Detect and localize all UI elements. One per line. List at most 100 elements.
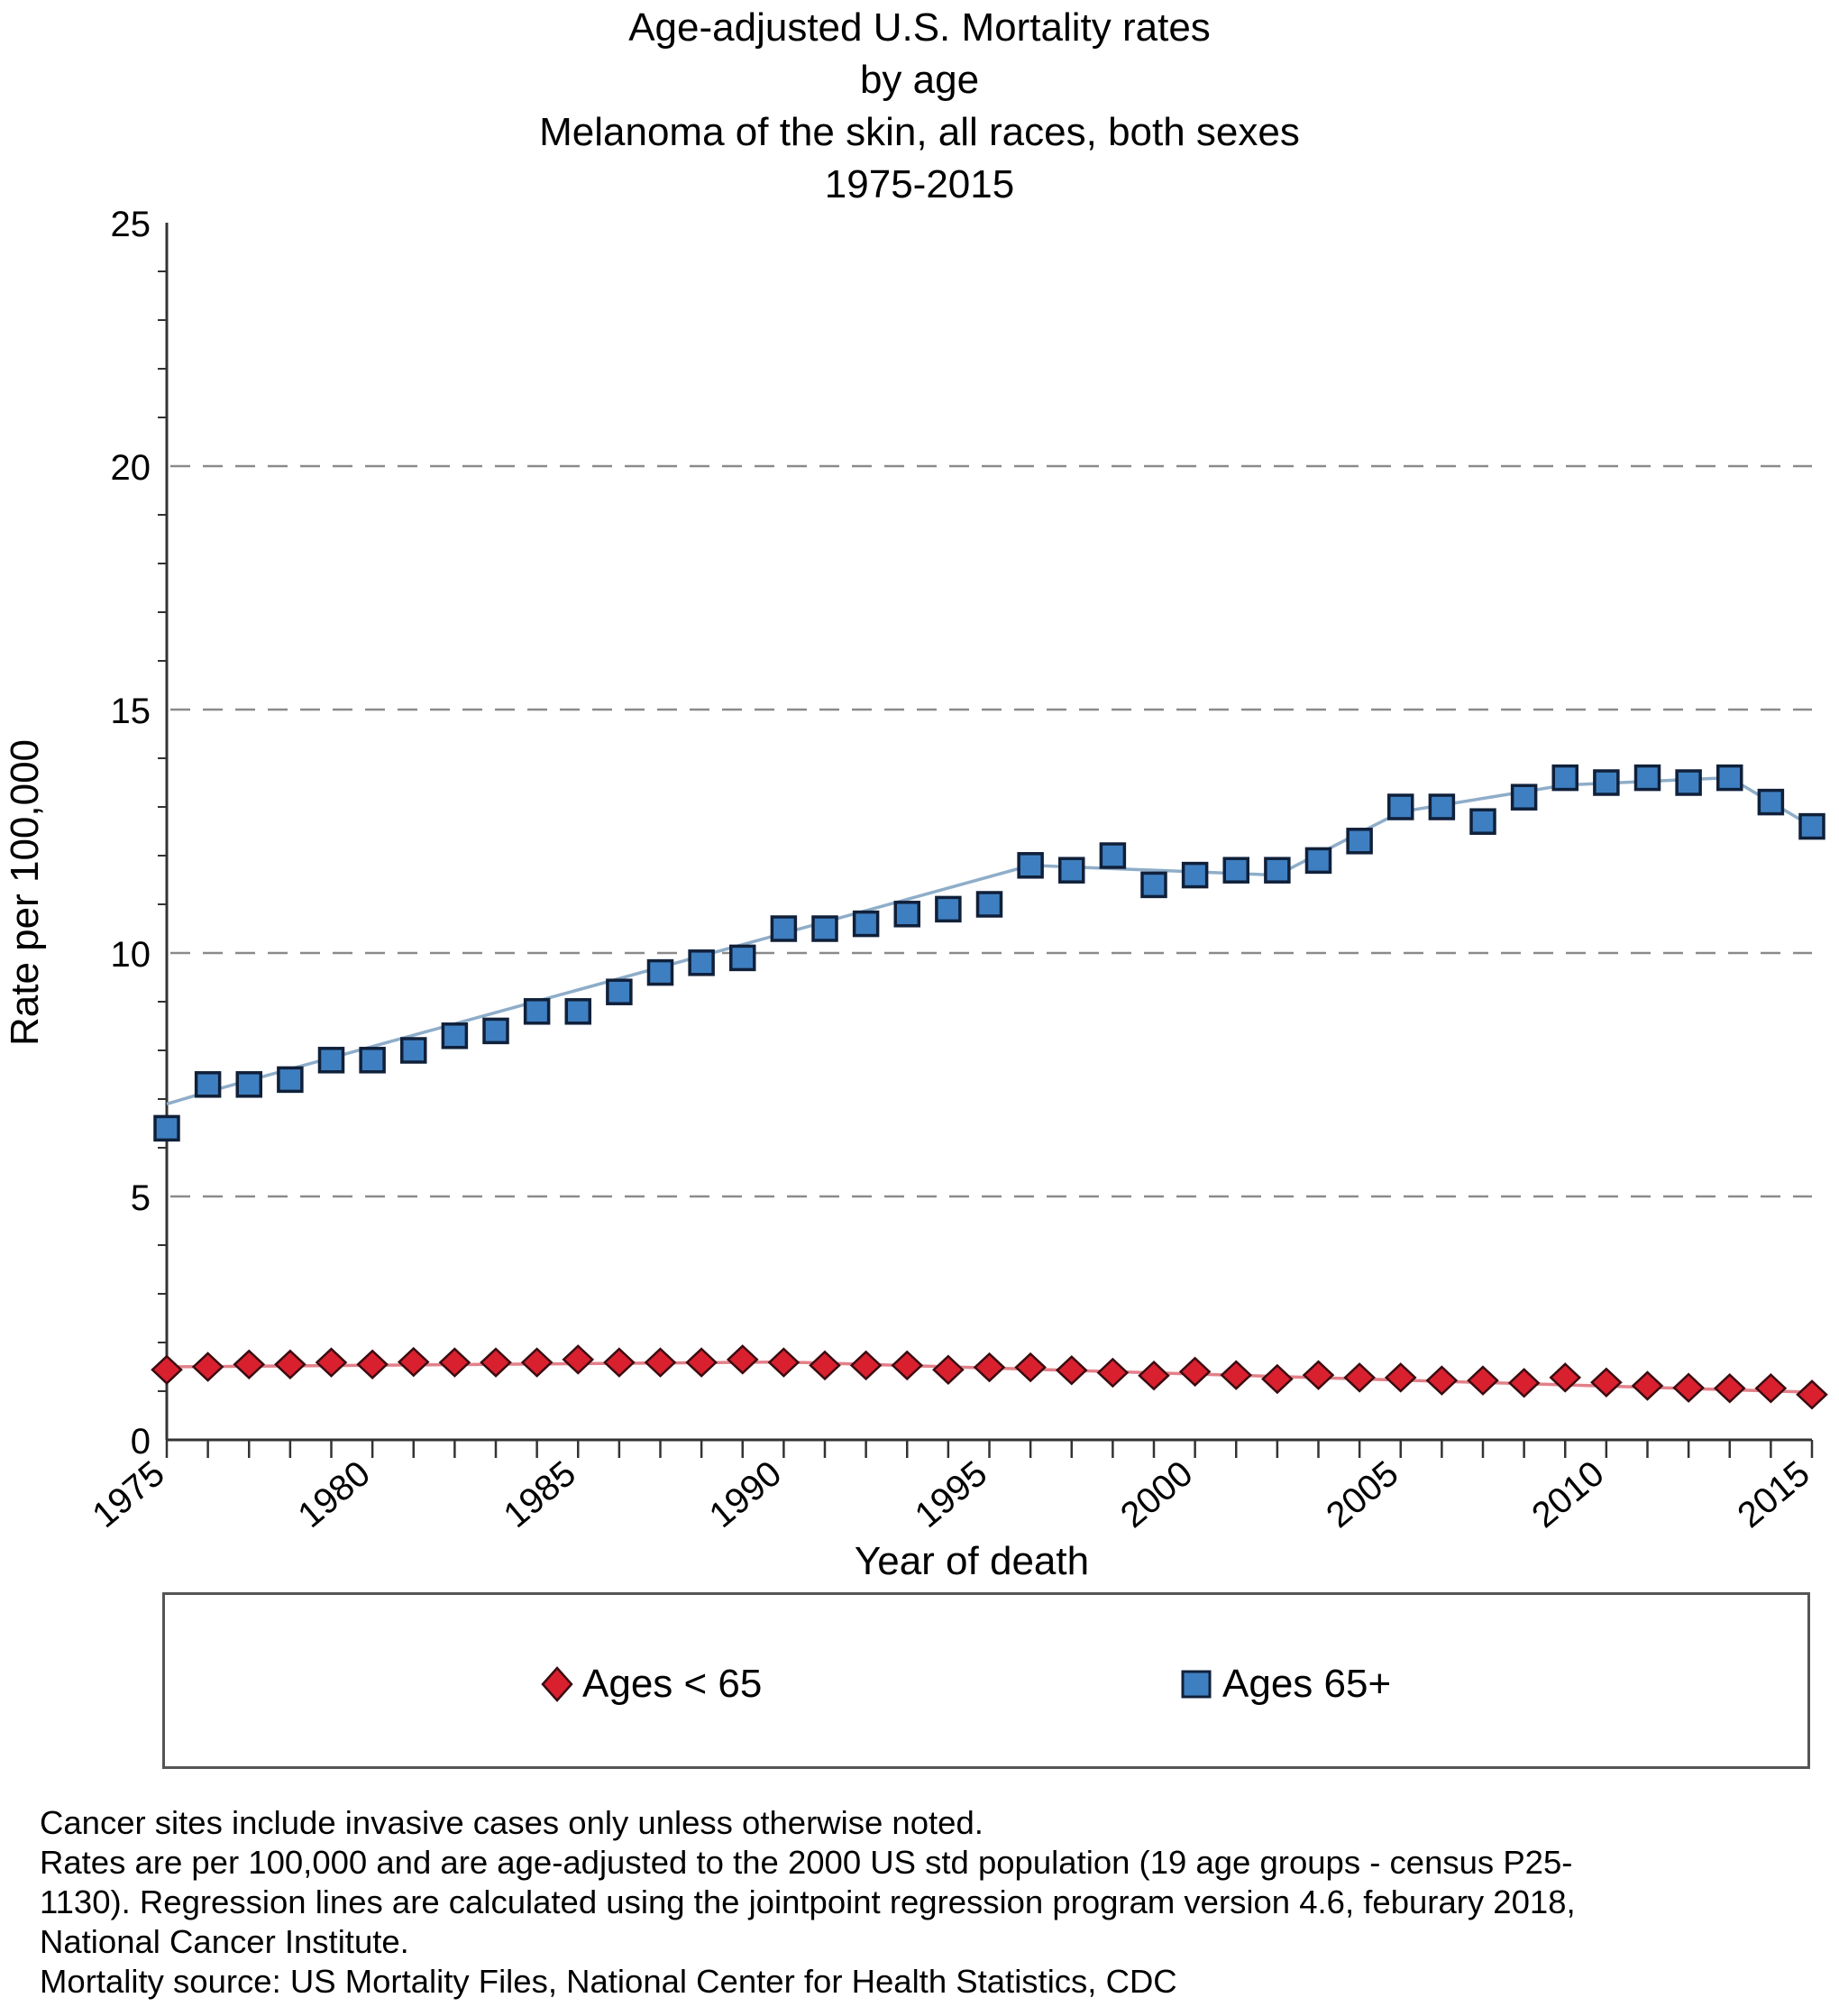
- x-axis: 1975 1980 1985 1990 1995 2000 2005 2010 2015: [85, 1438, 1817, 1535]
- x-tick-label: 1975: [85, 1453, 171, 1535]
- x-tick-label: 1990: [702, 1453, 789, 1535]
- data-point-under-65: [315, 1347, 348, 1378]
- data-point-65-plus: [1593, 769, 1620, 796]
- chart-title: Age-adjusted U.S. Mortality rates by age…: [0, 2, 1839, 211]
- data-point-under-65: [520, 1347, 554, 1378]
- x-tick-label: 2000: [1113, 1453, 1200, 1535]
- data-point-65-plus: [811, 915, 838, 942]
- y-tick-label: 0: [131, 1422, 151, 1462]
- x-tick-label: 2015: [1730, 1453, 1816, 1535]
- data-point-65-plus: [1264, 857, 1291, 884]
- data-point-65-plus: [1633, 764, 1661, 792]
- footnote: Cancer sites include invasive cases only…: [40, 1804, 984, 1841]
- data-point-65-plus: [1222, 857, 1249, 884]
- x-axis-title: Year of death: [855, 1539, 1089, 1583]
- data-point-65-plus: [277, 1066, 304, 1094]
- y-tick-label: 15: [111, 692, 151, 731]
- y-tick-label: 5: [131, 1178, 151, 1218]
- data-point-65-plus: [1387, 793, 1414, 820]
- y-axis: 0 5 10 15 20 25: [111, 205, 169, 1462]
- data-point-under-65: [1754, 1373, 1788, 1404]
- data-point-65-plus: [1017, 852, 1044, 879]
- x-tick-label: 1985: [497, 1453, 583, 1535]
- data-point-under-65: [1343, 1362, 1376, 1393]
- data-point-under-65: [1138, 1361, 1170, 1391]
- data-point-65-plus: [153, 1114, 180, 1142]
- data-point-65-plus: [235, 1071, 262, 1098]
- blue-square-icon: [1181, 1670, 1212, 1699]
- data-point-65-plus: [1099, 842, 1127, 869]
- data-point-65-plus: [194, 1071, 222, 1098]
- data-point-under-65: [438, 1347, 471, 1378]
- footnote: National Cancer Institute.: [40, 1923, 409, 1960]
- red-diamond-icon: [541, 1666, 573, 1702]
- data-point-65-plus: [400, 1037, 427, 1064]
- data-point-65-plus: [606, 978, 633, 1005]
- data-point-65-plus: [852, 910, 880, 938]
- data-point-65-plus: [1469, 808, 1496, 835]
- x-tick-label: 2010: [1524, 1453, 1611, 1535]
- data-point-65-plus: [646, 958, 674, 986]
- data-point-under-65: [1549, 1362, 1582, 1393]
- data-point-under-65: [1384, 1362, 1417, 1393]
- data-point-under-65: [151, 1354, 183, 1385]
- data-point-under-65: [1631, 1370, 1664, 1401]
- data-point-65-plus: [1346, 828, 1373, 855]
- data-point-65-plus: [688, 949, 715, 976]
- data-point-under-65: [233, 1349, 266, 1380]
- data-point-under-65: [1590, 1367, 1623, 1397]
- data-point-under-65: [685, 1347, 718, 1378]
- data-point-under-65: [480, 1347, 512, 1378]
- data-point-under-65: [1507, 1368, 1541, 1398]
- data-point-under-65: [849, 1350, 883, 1381]
- data-point-65-plus: [1510, 783, 1538, 811]
- data-point-under-65: [356, 1349, 389, 1380]
- data-point-under-65: [809, 1350, 841, 1381]
- y-tick-label: 20: [111, 448, 151, 488]
- x-tick-label: 1980: [290, 1453, 377, 1535]
- data-point-under-65: [1467, 1365, 1499, 1396]
- data-point-under-65: [726, 1344, 759, 1375]
- data-point-under-65: [191, 1352, 224, 1382]
- data-point-65-plus: [1551, 764, 1578, 792]
- title-line-2: by age: [859, 58, 980, 102]
- legend-item-ages-under-65[interactable]: Ages < 65: [539, 1662, 762, 1707]
- data-point-under-65: [1713, 1373, 1746, 1404]
- data-point-under-65: [932, 1354, 965, 1385]
- legend-label: Ages 65+: [1222, 1662, 1392, 1706]
- legend-label: Ages < 65: [582, 1662, 763, 1706]
- y-axis-title: Rate per 100,000: [3, 739, 47, 1046]
- line-chart: 0 5 10 15 20 25 1975 1980 1985 1990 1995 2000 2005 2…: [3, 205, 1828, 1583]
- data-point-65-plus: [1181, 861, 1209, 889]
- data-point-65-plus: [893, 901, 920, 928]
- data-point-under-65: [397, 1346, 430, 1378]
- data-point-65-plus: [1716, 764, 1743, 792]
- y-tick-label: 25: [111, 205, 151, 244]
- data-point-65-plus: [975, 891, 1003, 918]
- data-point-under-65: [973, 1352, 1006, 1383]
- data-point-under-65: [1220, 1360, 1253, 1390]
- regression-line-ages-65-: [166, 775, 1813, 1106]
- data-point-65-plus: [523, 998, 551, 1025]
- x-tick-label: 1995: [908, 1453, 994, 1535]
- footnote: 1130). Regression lines are calculated u…: [40, 1883, 1576, 1920]
- title-line-1: Age-adjusted U.S. Mortality rates: [628, 5, 1211, 50]
- data-point-65-plus: [1140, 871, 1167, 899]
- data-point-65-plus: [1675, 769, 1702, 796]
- data-point-65-plus: [441, 1022, 469, 1049]
- data-point-under-65: [1178, 1356, 1212, 1388]
- data-point-65-plus: [729, 944, 756, 972]
- data-point-under-65: [274, 1349, 306, 1380]
- data-point-under-65: [767, 1347, 801, 1378]
- data-markers: [151, 764, 1828, 1410]
- legend-item-ages-65-plus[interactable]: Ages 65+: [1179, 1662, 1391, 1707]
- data-point-under-65: [1302, 1360, 1335, 1390]
- data-point-under-65: [1096, 1357, 1130, 1388]
- x-tick-label: 2005: [1319, 1453, 1405, 1535]
- data-point-65-plus: [482, 1017, 509, 1045]
- data-point-65-plus: [935, 895, 962, 923]
- footnotes: Cancer sites include invasive cases only…: [40, 1803, 1834, 2002]
- data-point-65-plus: [1428, 793, 1456, 820]
- data-point-under-65: [644, 1347, 677, 1378]
- data-point-under-65: [1261, 1363, 1294, 1395]
